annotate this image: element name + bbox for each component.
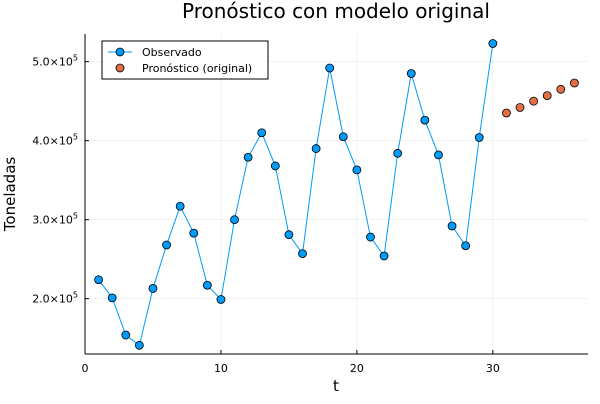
- data-point-observado: [325, 63, 335, 73]
- data-point-observado: [461, 241, 471, 251]
- data-point-observado: [379, 251, 389, 261]
- data-point-observado: [366, 232, 375, 242]
- data-point-observado: [257, 128, 267, 138]
- chart-title: Pronóstico con modelo original: [182, 0, 490, 23]
- data-point-observado: [216, 295, 226, 304]
- data-point-pronostico: [556, 84, 566, 94]
- y-tick-base: 2.0×10: [32, 293, 73, 306]
- y-tick-label: 5.0×105: [32, 54, 78, 69]
- data-point-observado: [134, 340, 144, 350]
- y-tick-label: 3.0×105: [32, 212, 78, 227]
- data-point-observado: [243, 152, 253, 162]
- grid: [84, 34, 588, 354]
- legend: Observado Pronóstico (original): [101, 40, 269, 80]
- data-point-pronostico: [542, 91, 552, 101]
- y-tick-exponent: 5: [73, 54, 78, 63]
- y-tick-base: 3.0×10: [32, 214, 73, 227]
- data-point-observado: [420, 115, 430, 125]
- y-tick-exponent: 5: [73, 212, 78, 221]
- x-tick-label: 10: [214, 362, 228, 375]
- series-line-observado: [98, 43, 494, 347]
- legend-box: [101, 40, 269, 80]
- data-point-observado: [148, 284, 158, 293]
- data-point-observado: [311, 144, 321, 153]
- data-point-observado: [393, 148, 403, 158]
- data-point-observado: [298, 249, 307, 259]
- legend-marker-pronostico: [115, 63, 125, 73]
- data-point-pronostico: [529, 96, 539, 106]
- legend-label-observado: Observado: [142, 46, 202, 59]
- data-point-observado: [189, 228, 199, 238]
- y-axis-label: Toneladas: [1, 157, 19, 233]
- x-tick-label: 20: [350, 362, 364, 375]
- data-point-observado: [434, 150, 443, 160]
- data-point-observado: [447, 221, 457, 231]
- y-tick-exponent: 5: [73, 133, 78, 142]
- data-point-pronostico: [515, 103, 525, 112]
- data-point-observado: [474, 133, 484, 142]
- data-point-observado: [270, 161, 280, 171]
- data-point-observado: [175, 201, 185, 211]
- legend-marker-observado: [115, 47, 125, 57]
- plot-area: [94, 39, 579, 350]
- data-point-observado: [121, 330, 131, 340]
- x-tick-label: 0: [82, 362, 89, 375]
- data-point-observado: [94, 275, 103, 285]
- data-point-observado: [107, 293, 117, 303]
- data-point-observado: [230, 215, 239, 225]
- data-point-observado: [202, 280, 212, 290]
- data-point-observado: [352, 165, 362, 175]
- data-point-observado: [162, 240, 171, 250]
- data-point-pronostico: [502, 108, 511, 118]
- data-point-observado: [338, 132, 348, 142]
- y-tick-base: 4.0×10: [32, 135, 73, 148]
- data-point-observado: [284, 230, 294, 240]
- y-tick-label: 4.0×105: [32, 133, 78, 148]
- legend-label-pronostico: Pronóstico (original): [142, 62, 252, 75]
- y-tick-exponent: 5: [73, 291, 78, 300]
- x-axis-label: t: [333, 377, 339, 395]
- data-point-pronostico: [570, 78, 579, 88]
- x-tick-label: 30: [486, 362, 500, 375]
- y-tick-base: 5.0×10: [32, 56, 73, 69]
- data-point-observado: [488, 39, 498, 48]
- data-point-observado: [406, 69, 416, 78]
- y-tick-label: 2.0×105: [32, 291, 78, 306]
